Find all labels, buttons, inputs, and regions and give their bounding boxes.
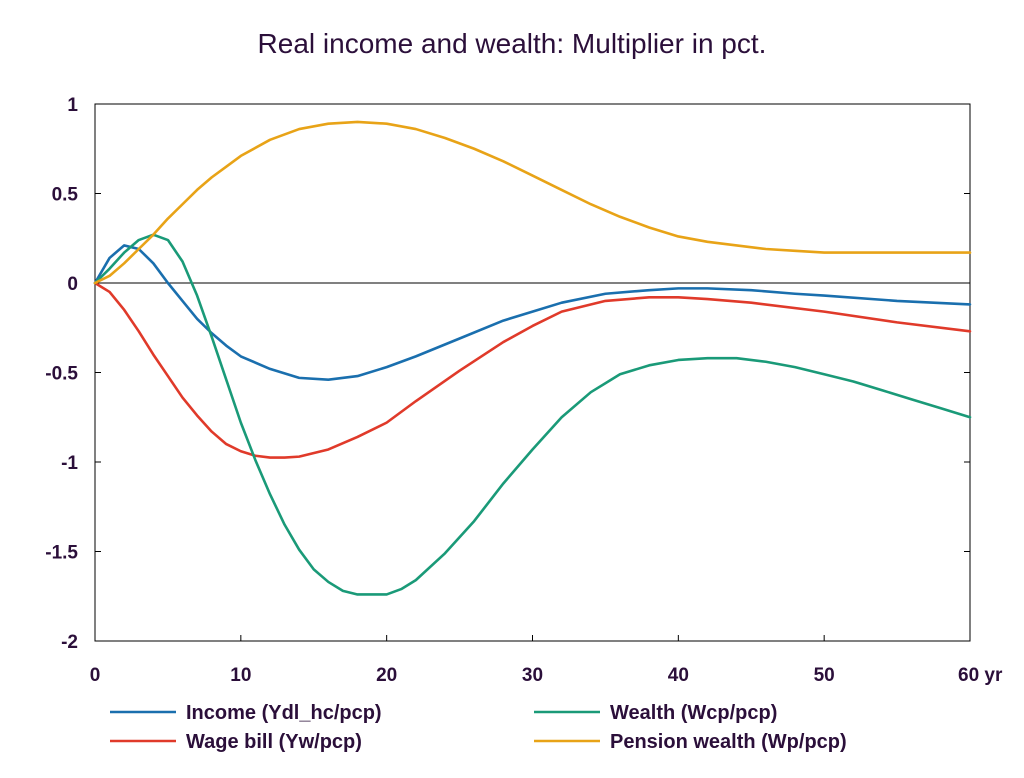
chart-title: Real income and wealth: Multiplier in pc… <box>257 28 767 59</box>
x-tick-label: 20 <box>376 665 397 686</box>
legend-label: Pension wealth (Wp/pcp) <box>610 731 847 753</box>
y-tick-label: -1 <box>61 453 78 474</box>
legend-label: Wealth (Wcp/pcp) <box>610 702 777 724</box>
x-tick-label: 30 <box>522 665 543 686</box>
y-tick-label: 0.5 <box>52 185 79 206</box>
x-tick-label: 10 <box>230 665 251 686</box>
ticks-group: 1 0.5 0 -0.5 -1 -1.5 -2 0 10 20 30 40 50 60 yr <box>45 95 1003 686</box>
legend-label: Wage bill (Yw/pcp) <box>186 731 362 753</box>
y-tick-label: 0 <box>67 274 78 295</box>
y-tick-label: -2 <box>61 632 78 653</box>
legend-label: Income (Ydl_hc/pcp) <box>186 702 382 724</box>
x-tick-label: 50 <box>814 665 835 686</box>
series-line-2 <box>93 281 972 459</box>
legend: Income (Ydl_hc/pcp) Wage bill (Yw/pcp) Wea… <box>110 702 847 753</box>
x-tick-label: 60 yr <box>958 665 1003 686</box>
y-tick-label: -0.5 <box>45 364 78 385</box>
series-line-3 <box>93 233 972 596</box>
x-tick-label: 0 <box>90 665 101 686</box>
y-tick-label: 1 <box>67 95 78 116</box>
plot-frame <box>94 103 971 642</box>
series-line-4 <box>93 120 972 285</box>
y-tick-label: -1.5 <box>45 543 78 564</box>
plot-border <box>94 103 971 642</box>
x-tick-label: 40 <box>668 665 689 686</box>
series-group <box>93 120 972 596</box>
series-line-1 <box>93 244 972 381</box>
